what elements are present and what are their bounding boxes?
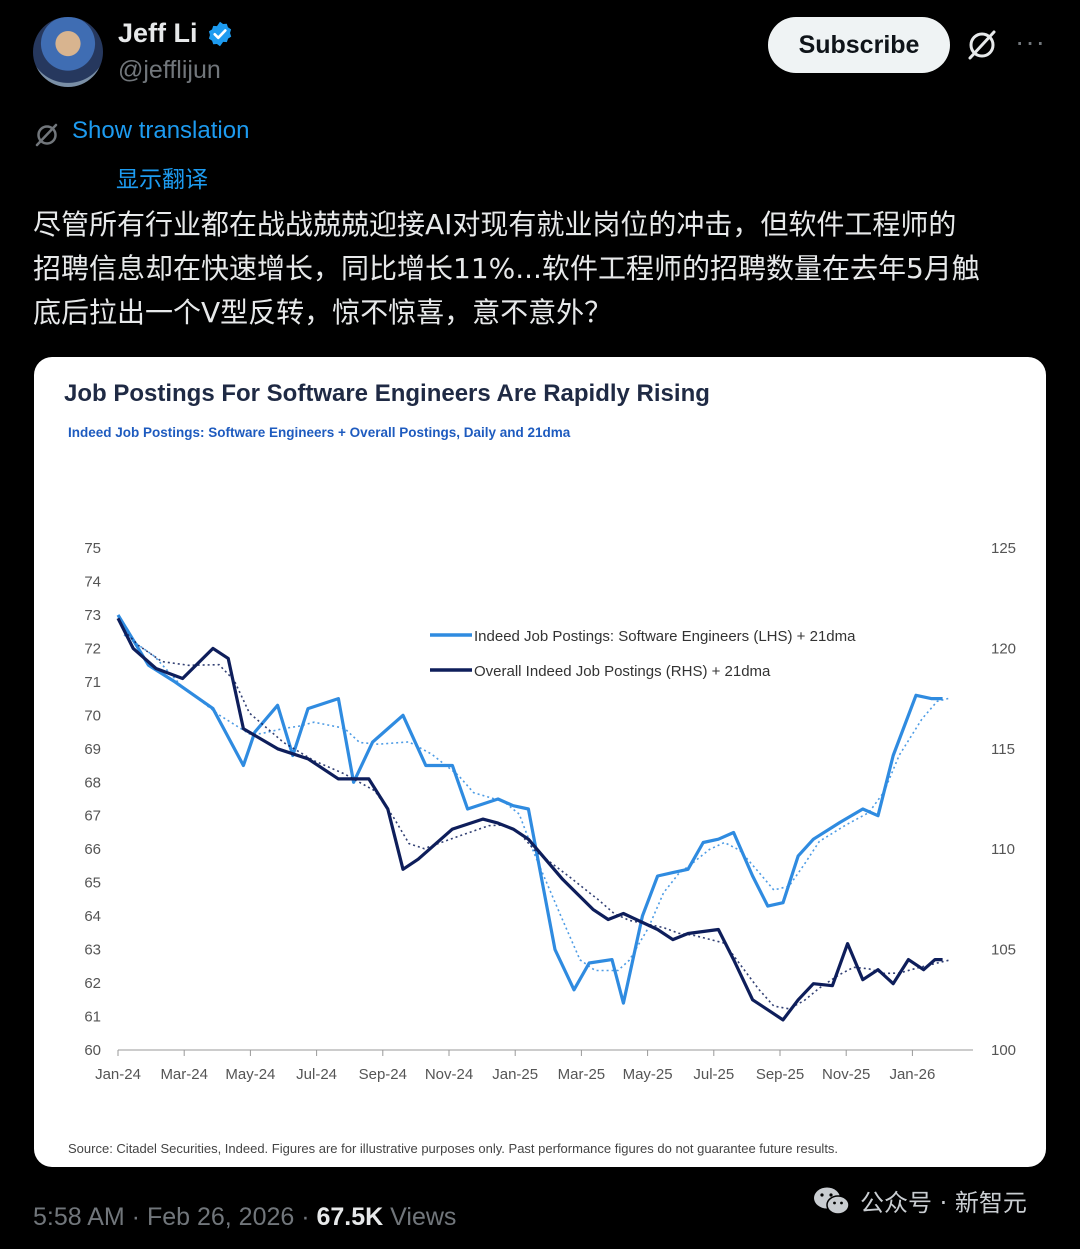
y-left-tick-label: 69 (84, 741, 101, 758)
tweet-text: 尽管所有行业都在战战兢兢迎接AI对现有就业岗位的冲击，但软件工程师的 招聘信息却… (33, 208, 980, 329)
x-tick-label: Sep-25 (756, 1066, 804, 1083)
y-left-tick-label: 73 (84, 607, 101, 624)
show-translation-link[interactable]: Show translation (72, 117, 250, 144)
y-left-tick-label: 75 (84, 540, 101, 557)
more-options-icon[interactable]: ··· (1015, 26, 1046, 57)
tweet-footer: 5:58 AM · Feb 26, 2026 · 67.5K Views (33, 1203, 456, 1232)
y-right-tick-label: 115 (991, 741, 1015, 758)
x-tick-label: Jul-25 (693, 1066, 734, 1083)
y-left-tick-label: 68 (84, 774, 101, 791)
x-tick-label: Mar-24 (160, 1066, 208, 1083)
software-21dma-line (123, 634, 949, 972)
y-left-tick-label: 70 (84, 707, 101, 724)
x-tick-label: Nov-25 (822, 1066, 870, 1083)
grok-icon[interactable] (964, 27, 1000, 63)
chart-subtitle: Indeed Job Postings: Software Engineers … (68, 425, 571, 440)
timestamp[interactable]: 5:58 AM · Feb 26, 2026 · (33, 1203, 317, 1231)
views-count: 67.5K (316, 1203, 384, 1231)
overall-daily-line (116, 617, 943, 1022)
chart: Job Postings For Software Engineers Are … (64, 380, 1016, 1156)
author-name-row[interactable]: Jeff Li (118, 18, 234, 49)
y-right-tick-label: 105 (991, 942, 1016, 959)
avatar[interactable] (33, 17, 103, 87)
verified-badge-icon (208, 21, 231, 46)
watermark-text: 公众号 · 新智元 (860, 1189, 1027, 1217)
y-right-tick-label: 110 (991, 841, 1015, 858)
translate-icon (35, 123, 58, 147)
author-handle[interactable]: @jefflijun (118, 56, 221, 84)
watermark: 公众号 · 新智元 (812, 1183, 1027, 1218)
subscribe-button[interactable]: Subscribe (768, 17, 950, 73)
x-tick-label: Nov-24 (425, 1066, 473, 1083)
y-left-tick-label: 61 (84, 1009, 101, 1026)
x-tick-label: Jul-24 (296, 1066, 337, 1083)
x-tick-label: Mar-25 (558, 1066, 606, 1083)
views-label: Views (383, 1203, 457, 1231)
chart-card[interactable]: Job Postings For Software Engineers Are … (34, 357, 1046, 1167)
y-left-tick-label: 65 (84, 875, 101, 892)
x-tick-label: May-25 (623, 1066, 673, 1083)
overall-21dma-line (123, 630, 949, 1010)
x-tick-label: May-24 (225, 1066, 275, 1083)
y-right-tick-label: 120 (991, 640, 1016, 657)
y-left-tick-label: 74 (84, 573, 101, 590)
x-tick-label: Jan-24 (95, 1066, 141, 1083)
software-daily-line (116, 614, 943, 1005)
author-name[interactable]: Jeff Li (118, 18, 198, 48)
y-left-tick-label: 60 (84, 1042, 101, 1059)
y-left-tick-label: 71 (84, 674, 101, 691)
x-tick-label: Jan-25 (492, 1066, 538, 1083)
x-tick-label: Jan-26 (889, 1066, 935, 1083)
y-left-tick-label: 64 (84, 908, 101, 925)
y-left-tick-label: 63 (84, 942, 101, 959)
x-tick-label: Sep-24 (359, 1066, 407, 1083)
y-right-tick-label: 100 (991, 1042, 1016, 1059)
y-left-tick-label: 67 (84, 808, 101, 825)
translated-label[interactable]: 显示翻译 (116, 166, 208, 192)
y-left-tick-label: 66 (84, 841, 101, 858)
legend-label: Indeed Job Postings: Software Engineers … (474, 628, 856, 645)
legend-label: Overall Indeed Job Postings (RHS) + 21dm… (474, 663, 771, 680)
y-left-tick-label: 72 (84, 640, 101, 657)
y-left-tick-label: 62 (84, 975, 101, 992)
chart-title: Job Postings For Software Engineers Are … (64, 380, 710, 407)
chart-source: Source: Citadel Securities, Indeed. Figu… (68, 1141, 838, 1156)
y-right-tick-label: 125 (991, 540, 1016, 557)
wechat-icon (814, 1187, 850, 1215)
